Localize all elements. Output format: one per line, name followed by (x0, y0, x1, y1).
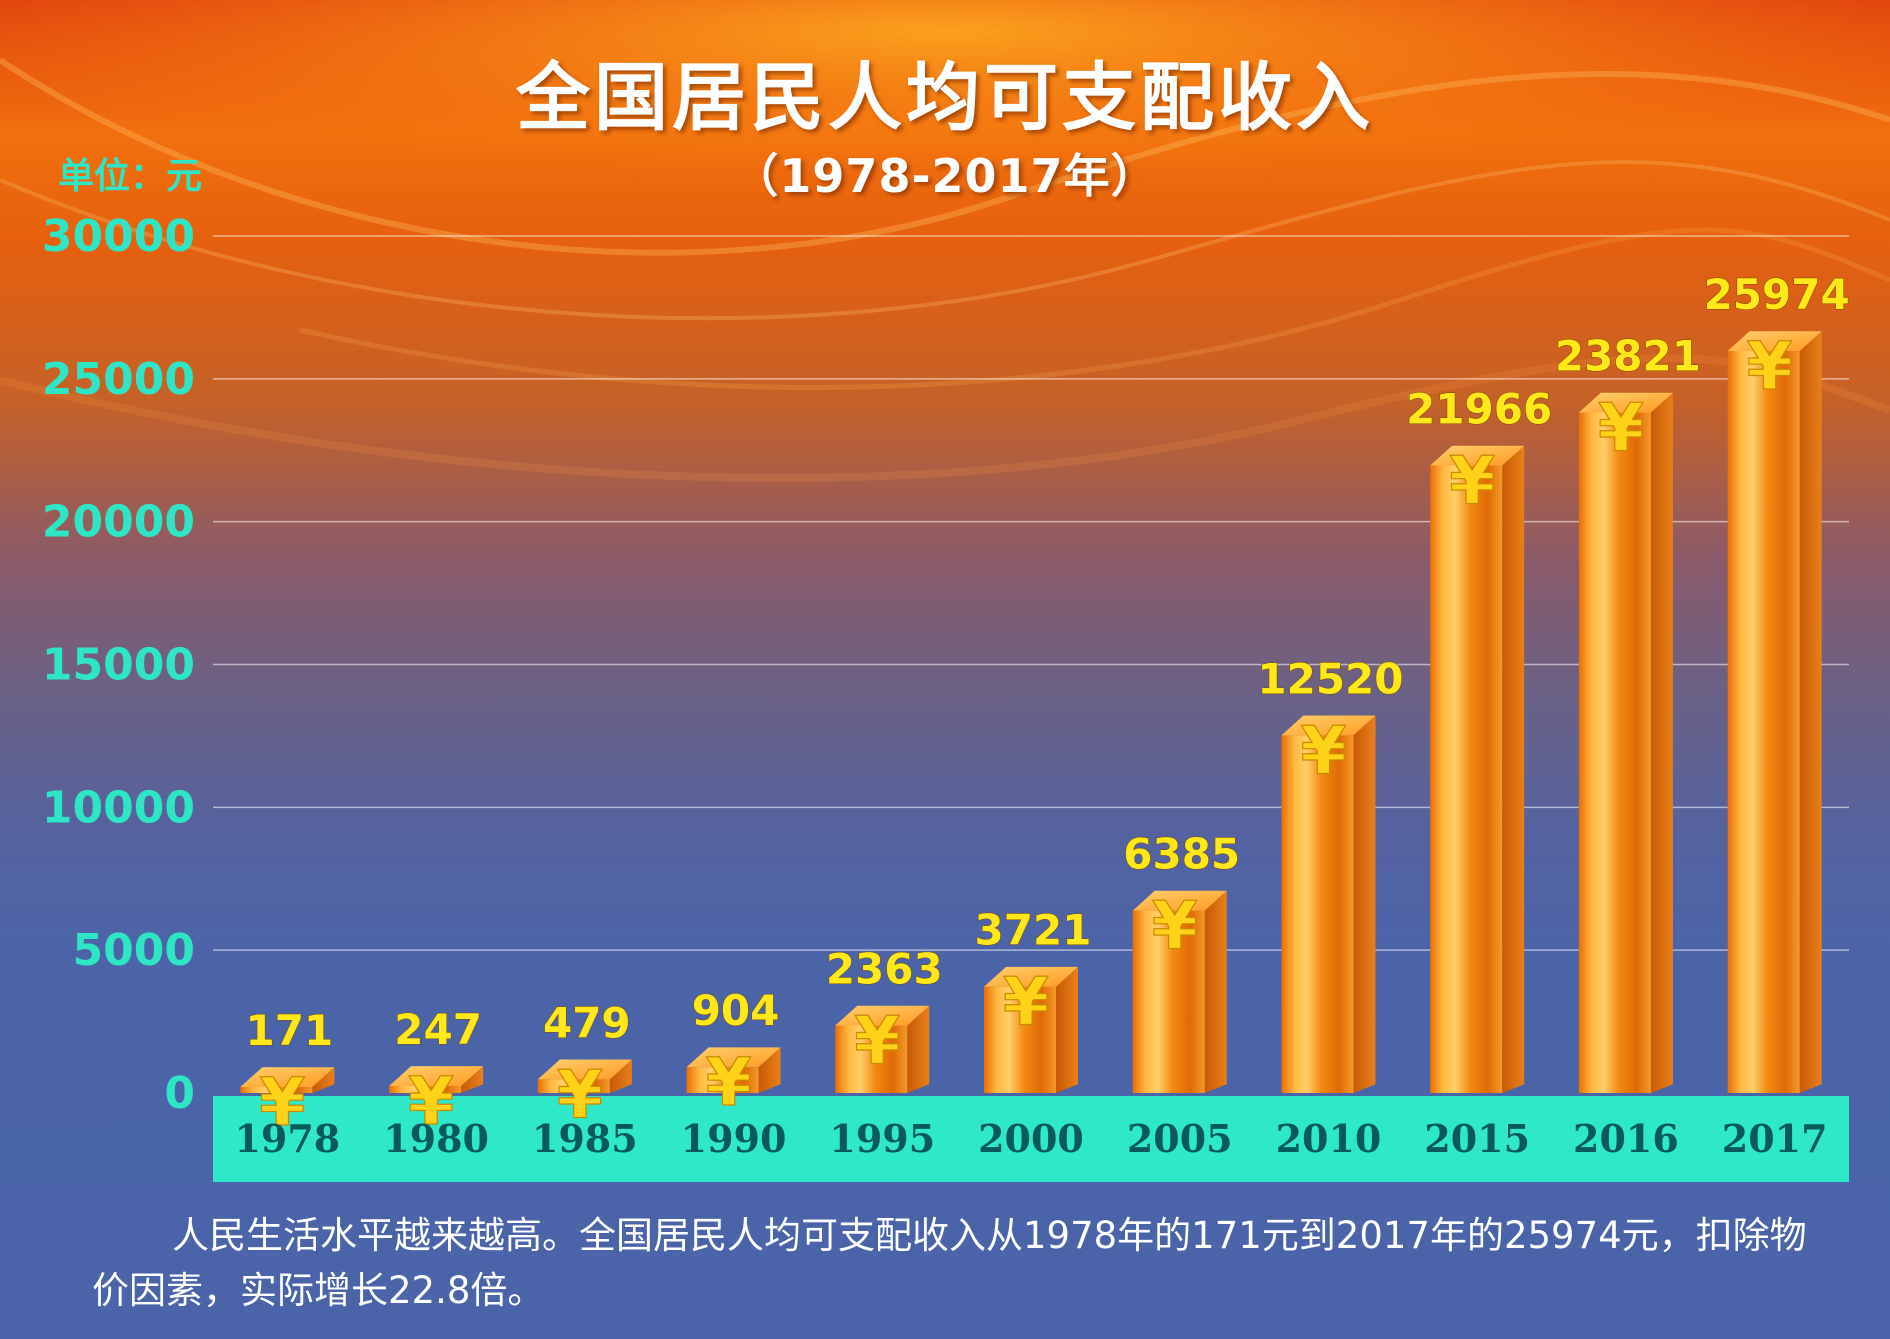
bar-face (1132, 910, 1205, 1093)
bar-face (686, 1067, 759, 1093)
bar-1980: ¥ (389, 1062, 484, 1141)
yen-icon: ¥ (1003, 964, 1049, 1041)
bar-top (240, 1067, 335, 1087)
value-labels: 171 247 479 904 2363 3721 6385 12520 21966238212… (245, 270, 1850, 1056)
bar-top (1430, 445, 1525, 466)
bar-side (758, 1047, 781, 1093)
unit-label: 单位：元 (58, 156, 203, 197)
value-label: 25974 (1704, 270, 1850, 319)
value-label: 21966 (1406, 385, 1552, 434)
yen-icon: ¥ (1300, 712, 1346, 789)
bar-2016: ¥ (1578, 389, 1673, 1093)
bar-face (537, 1079, 610, 1093)
bar-side (312, 1067, 335, 1093)
value-label: 904 (692, 986, 780, 1035)
y-tick-label: 5000 (73, 925, 195, 976)
bar-top (1578, 392, 1673, 413)
grid-lines (213, 235, 1849, 951)
bar-top (537, 1059, 632, 1080)
bar-face (389, 1085, 462, 1093)
caption: 人民生活水平越来越高。全国居民人均可支配收入从1978年的171元到2017年的… (92, 1208, 1832, 1318)
yen-icon: ¥ (408, 1063, 454, 1140)
bars: ¥ ¥ ¥ ¥ ¥ ¥ ¥ ¥ ¥ ¥ ¥ (240, 327, 1822, 1142)
x-tick-label: 2005 (1127, 1116, 1233, 1161)
x-tick-label: 2015 (1424, 1116, 1530, 1161)
y-axis-ticks: 0 5000 10000 15000 20000 25000 30000 (42, 211, 195, 1119)
bar-1995: ¥ (835, 1002, 930, 1093)
chart-title: 全国居民人均可支配收入 (516, 55, 1374, 141)
bar-1985: ¥ (537, 1056, 632, 1134)
y-tick-label: 15000 (42, 640, 195, 691)
value-label: 12520 (1257, 654, 1403, 703)
x-tick-label: 1990 (681, 1116, 787, 1161)
bar-side (1204, 890, 1227, 1093)
x-axis-band (213, 1096, 1849, 1182)
bar-face (835, 1025, 908, 1093)
bar-side (1799, 331, 1822, 1093)
x-tick-label: 1985 (532, 1116, 638, 1161)
value-label: 3721 (975, 906, 1092, 955)
x-tick-label: 1995 (829, 1116, 935, 1161)
bar-top (1132, 890, 1227, 911)
bar-face (240, 1087, 313, 1093)
bar-2000: ¥ (984, 963, 1078, 1093)
x-tick-label: 2000 (978, 1116, 1084, 1161)
bar-2017: ¥ (1727, 327, 1822, 1093)
bar-top (686, 1047, 781, 1068)
bar-side (1650, 392, 1673, 1093)
bar-side (1353, 715, 1376, 1093)
y-tick-label: 10000 (42, 782, 195, 833)
bar-1990: ¥ (686, 1044, 781, 1122)
caption-text: 人民生活水平越来越高。全国居民人均可支配收入从1978年的171元到2017年的… (92, 1214, 1807, 1312)
bar-2010: ¥ (1281, 712, 1376, 1093)
value-label: 23821 (1555, 332, 1701, 381)
bar-top (984, 966, 1078, 987)
x-tick-label: 2016 (1573, 1116, 1679, 1161)
yen-icon: ¥ (1747, 328, 1793, 405)
yen-icon: ¥ (1449, 443, 1495, 520)
x-tick-label: 1980 (383, 1116, 489, 1161)
value-label: 2363 (826, 944, 943, 993)
value-label: 247 (394, 1005, 482, 1054)
yen-icon: ¥ (706, 1044, 752, 1121)
bar-side (1502, 445, 1525, 1093)
yen-icon: ¥ (1598, 390, 1644, 467)
yen-icon: ¥ (854, 1002, 900, 1079)
bar-2005: ¥ (1132, 887, 1227, 1093)
y-tick-label: 0 (164, 1068, 195, 1119)
bar-face (1578, 412, 1651, 1093)
x-axis-ticks: 1978 1980 1985 1990 1995 2000 2005 2010 2015 2016… (234, 1116, 1827, 1161)
bar-2015: ¥ (1430, 442, 1525, 1093)
value-label: 171 (246, 1006, 334, 1055)
x-tick-label: 1978 (234, 1116, 340, 1161)
bar-top (1281, 715, 1376, 736)
x-tick-label: 2010 (1276, 1116, 1382, 1161)
bar-side (461, 1066, 484, 1093)
yen-icon: ¥ (1152, 888, 1198, 965)
bar-face (1727, 351, 1800, 1093)
y-tick-label: 20000 (42, 497, 195, 548)
bar-top (389, 1066, 484, 1086)
chart-subtitle: （1978-2017年） (732, 149, 1158, 203)
bar-face (1281, 735, 1354, 1093)
bar-face (1430, 465, 1503, 1093)
bar-side (907, 1005, 930, 1093)
x-tick-label: 2017 (1722, 1116, 1828, 1161)
bar-side (1056, 966, 1078, 1093)
bar-side (609, 1059, 632, 1093)
value-label: 6385 (1123, 830, 1240, 879)
bar-top (1727, 331, 1822, 352)
yen-icon: ¥ (259, 1064, 305, 1141)
yen-icon: ¥ (557, 1056, 603, 1133)
bar-top (835, 1005, 930, 1026)
bar-face (984, 986, 1056, 1093)
y-tick-label: 30000 (42, 211, 195, 262)
y-tick-label: 25000 (42, 354, 195, 405)
value-label: 479 (543, 998, 631, 1047)
bar-1978: ¥ (240, 1063, 335, 1142)
